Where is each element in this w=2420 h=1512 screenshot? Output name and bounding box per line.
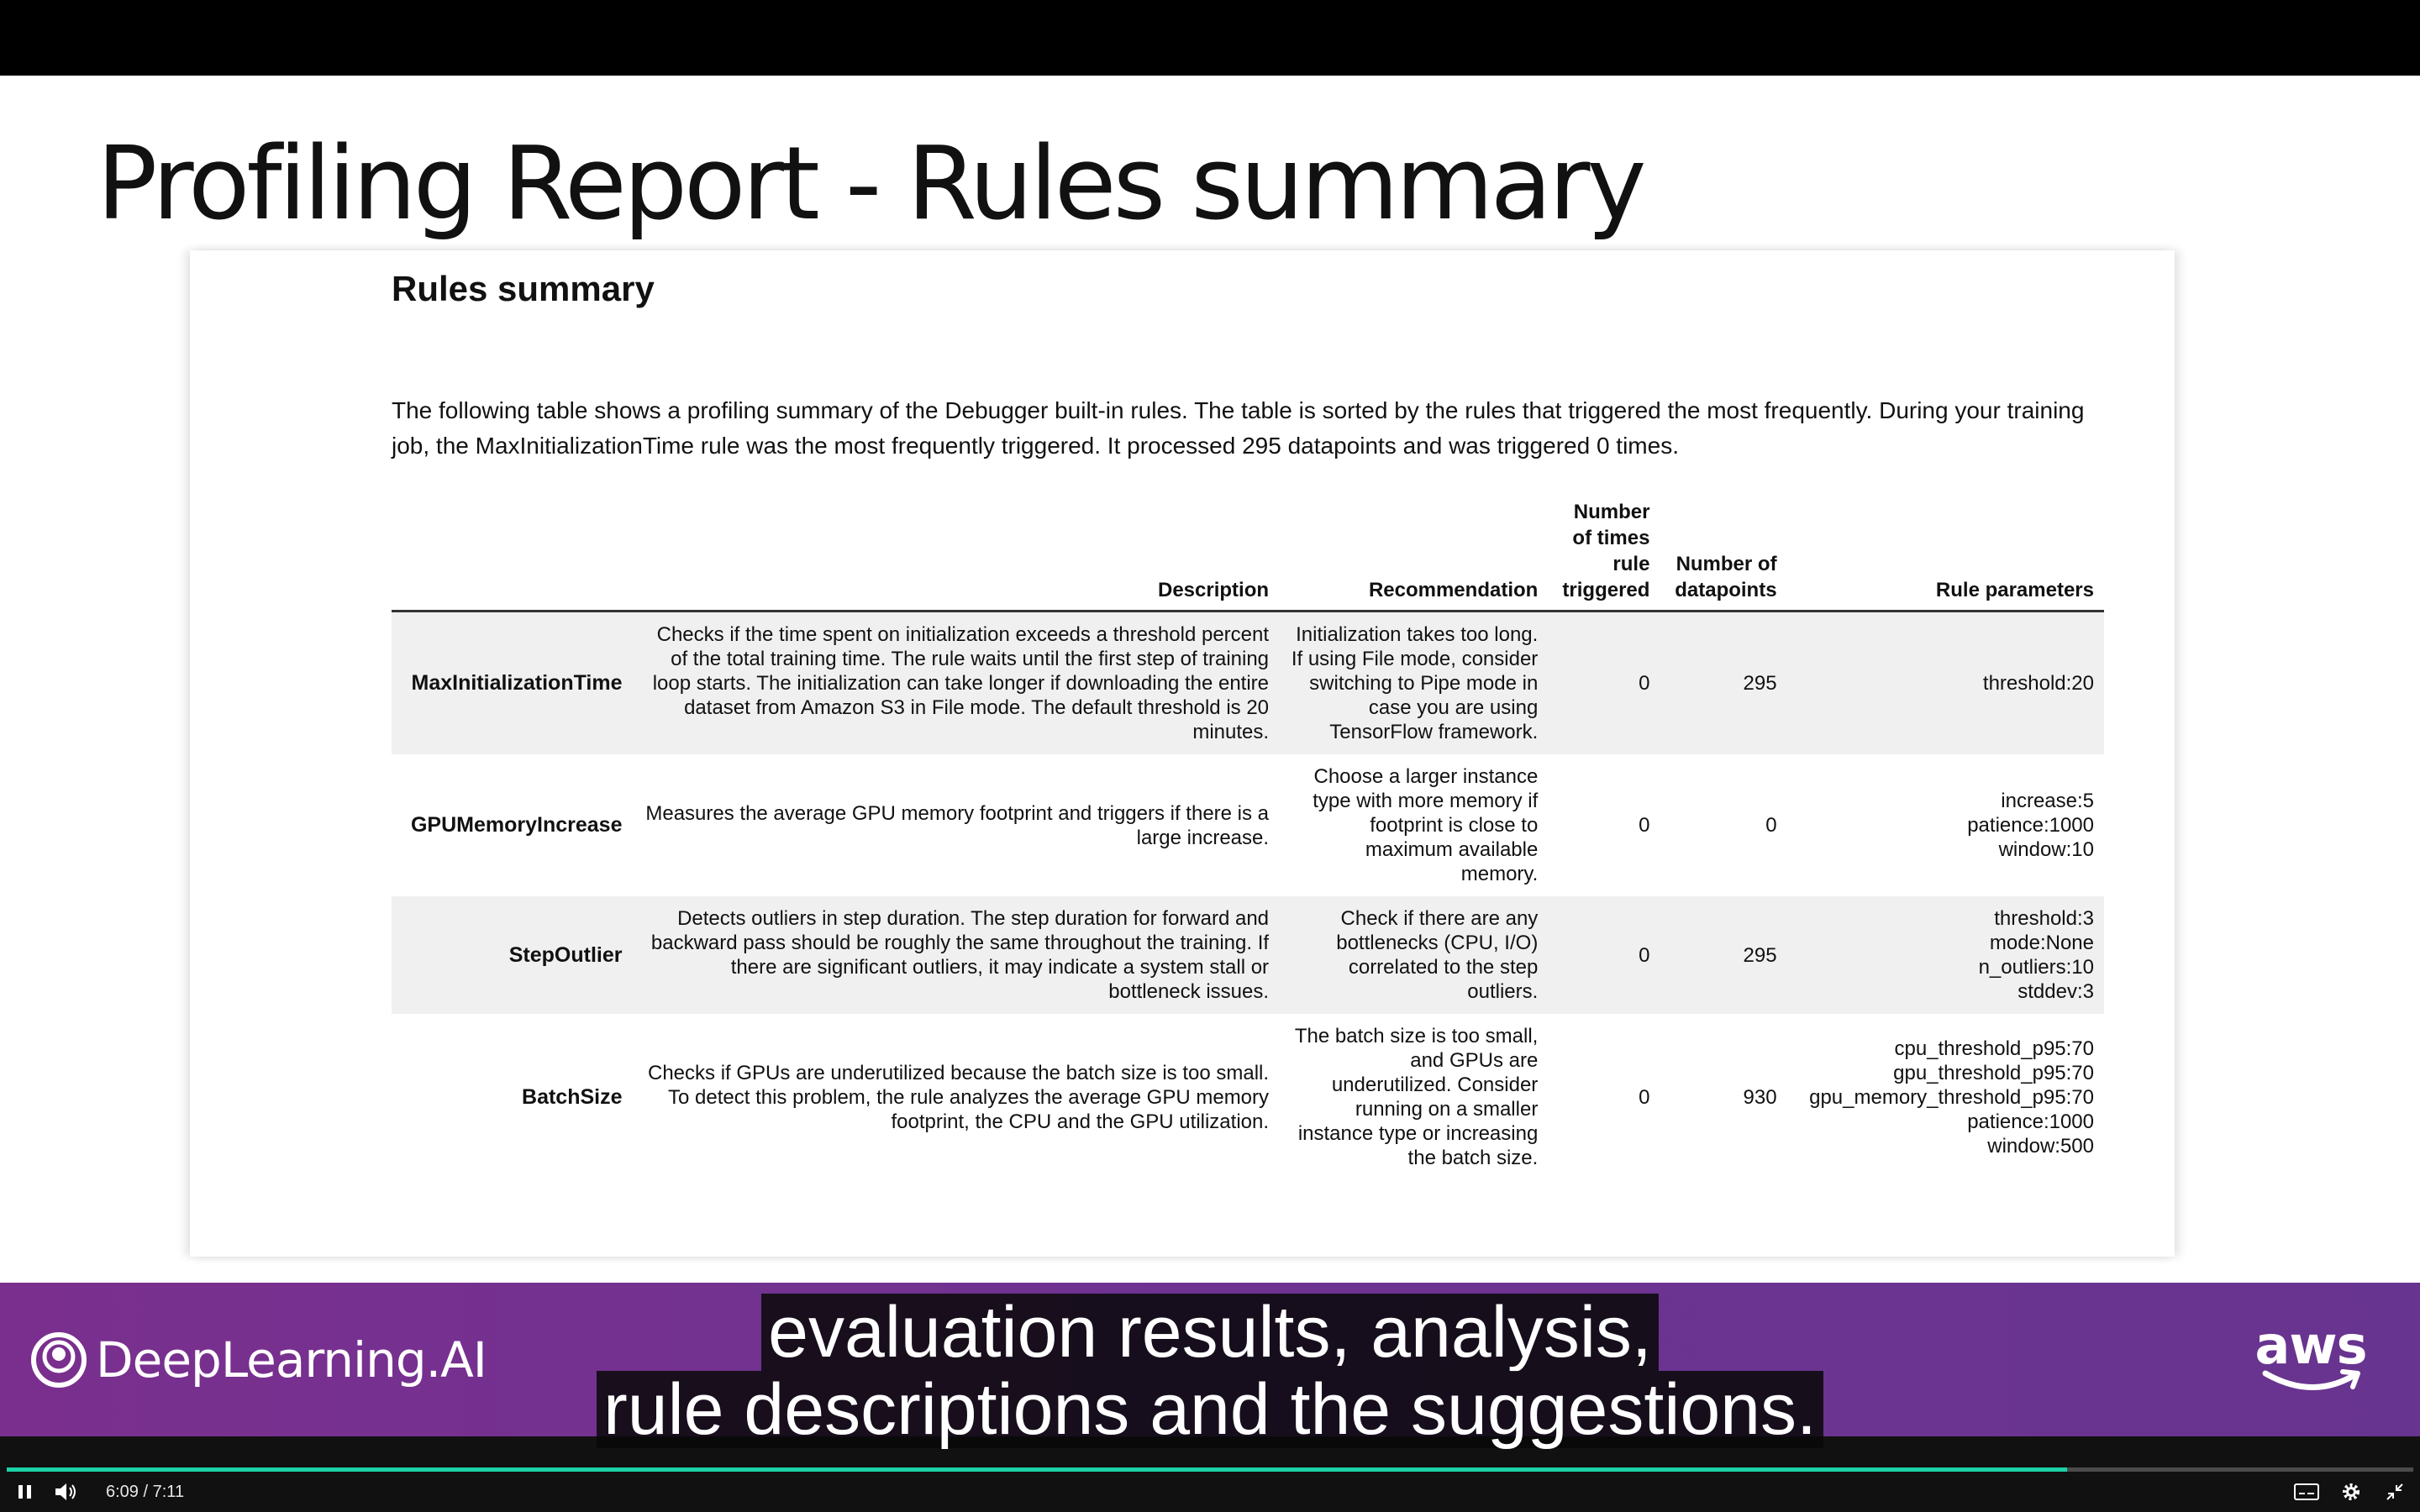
rule-name-cell: MaxInitializationTime [411,671,623,695]
deeplearning-ai-logo: DeepLearning.AI [30,1331,487,1389]
top-letterbox [0,0,2420,76]
parameter-item: patience:1000 [1967,1110,2094,1133]
time-display: 6:09 / 7:11 [106,1472,184,1512]
pause-button[interactable] [15,1472,35,1512]
triggered-cell: 0 [1639,1085,1650,1109]
rule-name-cell: StepOutlier [508,942,623,967]
rule-name-cell: BatchSize [522,1084,623,1109]
parameters-cell: threshold:20 [1787,612,2104,755]
parameter-item: threshold:20 [1982,672,2094,695]
time-separator: / [143,1482,149,1501]
parameter-item: stddev:3 [2018,980,2094,1003]
recommendation-cell: Check if there are any bottlenecks (CPU,… [1336,907,1539,1003]
parameter-item: cpu_threshold_p95:70 [1894,1037,2094,1060]
table-row: StepOutlier Detects outliers in step dur… [392,896,2104,1014]
table-row: BatchSize Checks if GPUs are underutiliz… [392,1014,2104,1180]
datapoints-cell: 295 [1743,672,1777,695]
description-cell: Checks if the time spent on initializati… [652,623,1270,743]
datapoints-cell: 930 [1743,1085,1777,1109]
settings-icon [2343,1483,2360,1500]
recommendation-cell: Choose a larger instance type with more … [1313,765,1539,885]
aws-logo-text: aws [2254,1315,2367,1376]
parameter-item: threshold:3 [1994,907,2094,930]
table-row: MaxInitializationTime Checks if the time… [392,611,2104,755]
player-controls: 6:09 / 7:11 [0,1472,2420,1512]
rules-summary-heading: Rules summary [392,269,655,308]
fullscreen-exit-button[interactable] [2385,1472,2405,1512]
slide: Profiling Report - Rules summary Rules s… [0,76,2420,1283]
description-cell: Checks if GPUs are underutilized because… [648,1061,1270,1133]
datapoints-cell: 295 [1743,943,1777,967]
rules-summary-intro: The following table shows a profiling su… [392,397,2085,459]
parameter-item: mode:None [1989,932,2094,954]
report-panel: Rules summary The following table shows … [190,250,2175,1257]
aws-smile-icon [2262,1369,2360,1390]
header-rule-name [392,494,633,612]
table-row: GPUMemoryIncrease Measures the average G… [392,754,2104,896]
fullscreen-exit-icon [2386,1483,2403,1500]
parameters-cell: cpu_threshold_p95:70 gpu_threshold_p95:7… [1787,1014,2104,1180]
deeplearning-logo-text: DeepLearning.AI [96,1331,487,1389]
header-parameters: Rule parameters [1786,494,2104,612]
subtitle-captions: evaluation results, analysis, rule descr… [0,1294,2420,1448]
header-datapoints: Number of datapoints [1660,494,1787,612]
triggered-cell: 0 [1639,943,1650,967]
parameter-item: increase:5 [2001,790,2094,812]
caption-line-1: evaluation results, analysis, [761,1294,1659,1371]
datapoints-cell: 0 [1765,814,1777,837]
parameter-item: window:10 [1998,838,2094,861]
volume-button[interactable] [54,1472,79,1512]
volume-icon [55,1483,76,1500]
slide-title: Profiling Report - Rules summary [97,126,1647,243]
triggered-cell: 0 [1639,672,1650,695]
description-cell: Measures the average GPU memory footprin… [645,801,1270,849]
player-control-bar [0,1436,2420,1512]
settings-button[interactable] [2340,1472,2362,1512]
description-cell: Detects outliers in step duration. The s… [650,907,1270,1003]
table-header-row: Description Recommendation Number of tim… [392,494,2104,612]
header-description: Description [632,494,1280,612]
caption-line-2: rule descriptions and the suggestions. [597,1371,1823,1448]
header-triggered: Number of times rule triggered [1548,494,1660,612]
aws-logo: aws [2252,1316,2370,1400]
deeplearning-logo-icon [31,1332,87,1388]
rules-table: Description Recommendation Number of tim… [392,494,2104,1180]
recommendation-cell: Initialization takes too long. If using … [1291,623,1539,743]
progress-bar[interactable] [7,1467,2413,1472]
parameters-cell: threshold:3 mode:None n_outliers:10 stdd… [1787,896,2104,1014]
captions-button[interactable] [2294,1472,2319,1512]
pause-icon [18,1485,31,1499]
parameter-item: window:500 [1987,1134,2094,1158]
rule-name-cell: GPUMemoryIncrease [410,813,623,837]
current-time: 6:09 [106,1482,139,1501]
parameter-item: gpu_threshold_p95:70 [1893,1061,2094,1084]
recommendation-cell: The batch size is too small, and GPUs ar… [1294,1025,1539,1169]
duration: 7:11 [152,1482,185,1501]
header-recommendation: Recommendation [1279,494,1549,612]
parameters-cell: increase:5 patience:1000 window:10 [1787,754,2104,896]
captions-icon [2294,1483,2319,1500]
parameter-item: gpu_memory_threshold_p95:70 [1809,1085,2094,1109]
parameter-item: patience:1000 [1967,814,2094,837]
progress-fill [7,1467,2067,1472]
parameter-item: n_outliers:10 [1978,956,2094,979]
triggered-cell: 0 [1639,814,1650,837]
